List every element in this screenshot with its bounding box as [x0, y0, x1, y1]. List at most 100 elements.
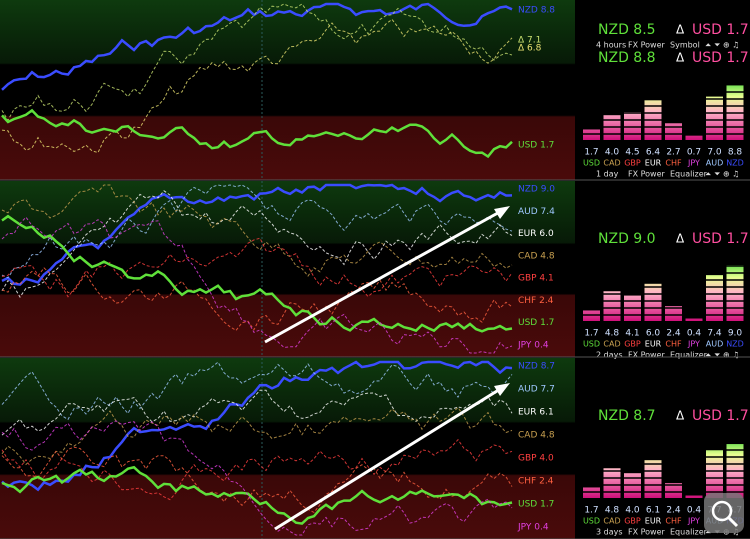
settings-icons: ⏶ ⏷ ⊕ ♫ [705, 41, 739, 50]
line-label: EUR 6.1 [518, 408, 554, 418]
equalizer-bar [603, 468, 621, 498]
currency-line [1, 216, 513, 354]
footer-item: 1 day [596, 170, 619, 179]
equalizer-bar [706, 96, 723, 140]
info-box [576, 183, 748, 355]
line-label: NZD 9.0 [518, 185, 555, 195]
settings-item: 4 hours [596, 41, 626, 50]
zoom-button[interactable] [704, 493, 744, 533]
currency-code: CAD [603, 159, 620, 168]
currency-line [1, 267, 513, 332]
currency-code: AUD [706, 159, 724, 168]
currency-code: GBP [624, 159, 641, 168]
zoom-icon [711, 500, 733, 522]
currency-code: JPY [687, 340, 700, 349]
equalizer-value: 7.0 [707, 148, 722, 158]
headline-quote: USD 1.7 [692, 231, 749, 247]
line-label: Δ 7.1 [518, 36, 541, 46]
currency-line [1, 406, 513, 466]
equalizer-bar [706, 450, 723, 498]
currency-line [1, 184, 513, 279]
currency-line [1, 446, 513, 514]
line-label: JPY 0.4 [517, 341, 549, 351]
footer-item: FX Power [628, 170, 666, 179]
line-label: Δ 6.8 [518, 44, 542, 54]
settings-item: Symbol [670, 41, 700, 50]
headline-delta: Δ [676, 23, 685, 37]
equalizer-bar [706, 275, 723, 321]
line-label: CHF 2.4 [518, 477, 554, 487]
currency-line [1, 214, 513, 333]
line-label: CAD 4.8 [518, 431, 555, 441]
currency-code: AUD [706, 340, 724, 349]
chart-background [0, 181, 575, 357]
equalizer-bar [685, 318, 703, 321]
trend-arrow-head [494, 206, 510, 219]
currency-code: EUR [645, 517, 662, 526]
equalizer-bar [685, 495, 703, 498]
chart-background [0, 358, 575, 539]
line-label: EUR 6.0 [518, 229, 554, 239]
footer-item: Equalizer [670, 528, 708, 537]
headline-delta: Δ [676, 51, 685, 65]
headline-delta: Δ [676, 409, 685, 423]
currency-code: CAD [603, 517, 620, 526]
equalizer-bar [665, 483, 682, 498]
equalizer-value: 8.8 [728, 148, 743, 158]
currency-code: CHF [665, 159, 682, 168]
currency-line [1, 190, 513, 299]
equalizer-value: 4.1 [625, 329, 639, 339]
equalizer-value: 4.0 [605, 148, 620, 158]
currency-code: JPY [687, 159, 700, 168]
equalizer-value: 1.7 [584, 329, 598, 339]
equalizer-value: 9.0 [728, 329, 743, 339]
equalizer-bar [726, 265, 744, 321]
headline-base: NZD 8.5 [598, 22, 656, 38]
currency-code: USD [583, 340, 600, 349]
equalizer-value: 0.4 [687, 506, 702, 516]
currency-line [1, 237, 513, 298]
currency-line [1, 389, 513, 436]
equalizer-value: 6.0 [646, 329, 661, 339]
currency-code: USD [583, 159, 600, 168]
line-label: USD 1.7 [518, 141, 554, 151]
currency-code: CHF [665, 340, 682, 349]
currency-line [1, 361, 513, 421]
equalizer-value: 1.7 [584, 506, 598, 516]
currency-code: EUR [645, 159, 662, 168]
line-label: USD 1.7 [518, 318, 554, 328]
equalizer-bar [644, 283, 662, 321]
zoom-icon-handle [727, 516, 739, 528]
currency-code: GBP [624, 340, 641, 349]
equalizer-value: 2.4 [666, 506, 681, 516]
line-label: GBP 4.0 [518, 454, 554, 464]
trend-arrow [264, 207, 506, 344]
footer-item: FX Power [628, 528, 666, 537]
line-label: NZD 8.8 [518, 6, 555, 16]
currency-code: CHF [665, 517, 682, 526]
footer-item: 2 days [596, 351, 623, 360]
currency-line [1, 2, 513, 91]
headline-base: NZD 8.8 [598, 50, 656, 66]
equalizer-value: 2.7 [666, 148, 680, 158]
equalizer-bar [665, 123, 682, 140]
currency-code: JPY [687, 517, 700, 526]
headline-quote: USD 1.7 [692, 408, 749, 424]
equalizer-value: 6.1 [646, 506, 660, 516]
currency-line [1, 108, 513, 159]
equalizer-bar [685, 135, 703, 140]
line-label: GBP 4.1 [518, 274, 554, 284]
equalizer-value: 0.4 [687, 329, 702, 339]
equalizer-bar [624, 112, 641, 140]
footer-item: Equalizer [670, 351, 708, 360]
headline-base: NZD 8.7 [598, 408, 656, 424]
settings-item: FX Power [628, 41, 666, 50]
panel: NZD 8.7 AUD 7.7 EUR 6.1 CAD 4.8 GBP 4.0 CHF 2… [0, 358, 750, 539]
footer-icons: ⏶ ⏷ ⊕ ♫ [705, 170, 739, 179]
line-label: CAD 4.8 [518, 251, 555, 261]
equalizer-bar [644, 460, 662, 498]
line-label: AUD 7.7 [518, 385, 555, 395]
equalizer-value: 2.4 [666, 329, 681, 339]
trend-arrow [274, 384, 506, 531]
